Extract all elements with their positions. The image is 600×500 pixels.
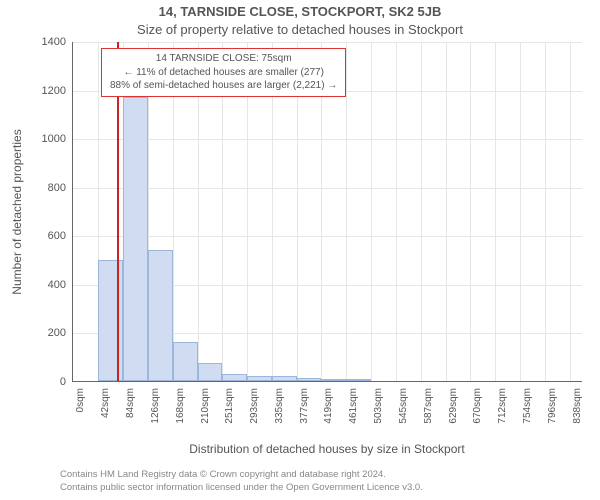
chart-title-address: 14, TARNSIDE CLOSE, STOCKPORT, SK2 5JB — [0, 4, 600, 19]
x-tick-label: 84sqm — [125, 388, 136, 418]
gridline-v — [570, 42, 571, 381]
gridline-v — [396, 42, 397, 381]
y-tick-label: 400 — [6, 279, 66, 291]
gridline-v — [545, 42, 546, 381]
chart-figure: 14, TARNSIDE CLOSE, STOCKPORT, SK2 5JB S… — [0, 0, 600, 500]
gridline-h — [73, 42, 582, 43]
x-tick-label: 796sqm — [547, 388, 558, 424]
x-axis-label: Distribution of detached houses by size … — [72, 442, 582, 456]
footer-attribution: Contains HM Land Registry data © Crown c… — [60, 469, 423, 494]
footer-line2: Contains public sector information licen… — [60, 482, 423, 494]
x-tick-label: 754sqm — [522, 388, 533, 424]
x-tick-label: 587sqm — [423, 388, 434, 424]
gridline-v — [495, 42, 496, 381]
y-tick-label: 200 — [6, 327, 66, 339]
x-tick-label: 545sqm — [398, 388, 409, 424]
x-tick-label: 0sqm — [75, 388, 86, 412]
gridline-v — [421, 42, 422, 381]
annotation-line2: ← 11% of detached houses are smaller (27… — [110, 66, 337, 80]
x-tick-label: 251sqm — [224, 388, 235, 424]
gridline-h — [73, 188, 582, 189]
histogram-bar — [148, 250, 173, 381]
annotation-line3: 88% of semi-detached houses are larger (… — [110, 79, 337, 93]
x-tick-label: 670sqm — [472, 388, 483, 424]
x-tick-label: 503sqm — [373, 388, 384, 424]
x-tick-label: 293sqm — [249, 388, 260, 424]
histogram-bar — [297, 378, 322, 381]
annotation-box: 14 TARNSIDE CLOSE: 75sqm ← 11% of detach… — [101, 48, 346, 97]
gridline-h — [73, 139, 582, 140]
y-tick-label: 1000 — [6, 133, 66, 145]
x-tick-label: 42sqm — [100, 388, 111, 418]
histogram-bar — [222, 374, 247, 381]
y-tick-label: 800 — [6, 182, 66, 194]
y-tick-label: 0 — [6, 376, 66, 388]
x-tick-label: 377sqm — [299, 388, 310, 424]
histogram-bar — [272, 376, 297, 381]
histogram-bar — [346, 379, 371, 381]
x-tick-label: 838sqm — [572, 388, 583, 424]
histogram-bar — [198, 363, 222, 381]
plot-area: 14 TARNSIDE CLOSE: 75sqm ← 11% of detach… — [72, 42, 582, 382]
x-tick-label: 712sqm — [497, 388, 508, 424]
x-tick-label: 629sqm — [448, 388, 459, 424]
x-tick-label: 168sqm — [175, 388, 186, 424]
gridline-v — [520, 42, 521, 381]
gridline-v — [346, 42, 347, 381]
histogram-bar — [173, 342, 198, 381]
y-tick-label: 600 — [6, 230, 66, 242]
y-tick-label: 1200 — [6, 85, 66, 97]
gridline-v — [470, 42, 471, 381]
x-tick-label: 419sqm — [323, 388, 334, 424]
gridline-v — [446, 42, 447, 381]
annotation-line1: 14 TARNSIDE CLOSE: 75sqm — [110, 52, 337, 66]
footer-line1: Contains HM Land Registry data © Crown c… — [60, 469, 423, 481]
x-tick-label: 210sqm — [200, 388, 211, 424]
gridline-v — [371, 42, 372, 381]
x-tick-label: 335sqm — [274, 388, 285, 424]
histogram-bar — [321, 379, 346, 381]
x-tick-label: 461sqm — [348, 388, 359, 424]
histogram-bar — [247, 376, 272, 381]
histogram-bar — [123, 97, 148, 381]
y-axis-label: Number of detached properties — [10, 129, 24, 294]
chart-title-subtitle: Size of property relative to detached ho… — [0, 22, 600, 37]
x-tick-label: 126sqm — [150, 388, 161, 424]
gridline-h — [73, 236, 582, 237]
y-tick-label: 1400 — [6, 36, 66, 48]
